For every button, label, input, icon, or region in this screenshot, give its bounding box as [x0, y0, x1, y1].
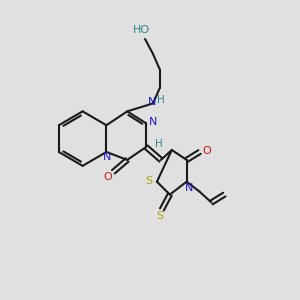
Text: O: O [202, 146, 211, 156]
Text: N: N [148, 98, 156, 107]
Text: H: H [157, 95, 165, 106]
Text: N: N [149, 117, 157, 127]
Text: HO: HO [133, 25, 150, 35]
Text: N: N [103, 152, 112, 162]
Text: S: S [156, 212, 164, 221]
Text: N: N [184, 183, 193, 193]
Text: O: O [103, 172, 112, 182]
Text: H: H [155, 139, 163, 149]
Text: S: S [146, 176, 153, 186]
